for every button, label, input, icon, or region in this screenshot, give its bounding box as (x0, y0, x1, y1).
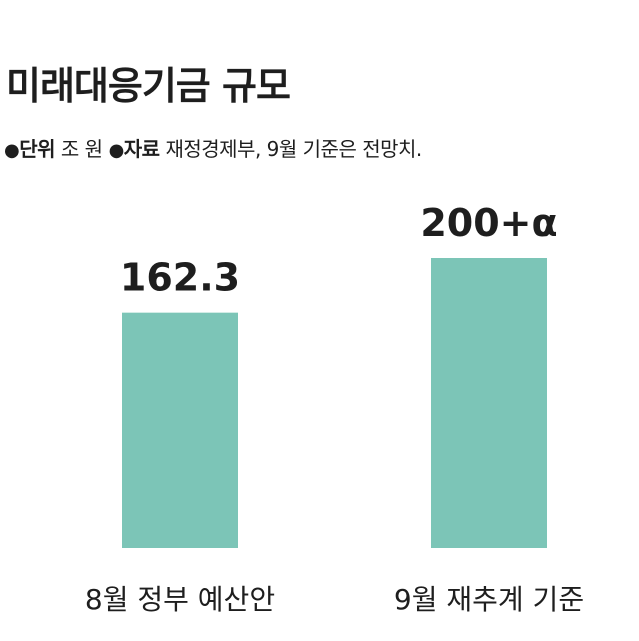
bar-1 (122, 312, 238, 548)
data-label-1: 162.3 (120, 256, 240, 300)
bullet-icon: ● (108, 140, 125, 161)
category-label-1: 8월 정부 예산안 (85, 583, 275, 616)
unit-value: 조 원 (60, 137, 103, 161)
chart-meta: ●단위 조 원 ●자료 재정경제부, 9월 기준은 전망치. (4, 137, 422, 162)
source-key: 자료 (123, 137, 160, 161)
data-label-2: 200+α (420, 201, 557, 245)
unit-key: 단위 (19, 137, 56, 161)
bullet-icon: ● (4, 140, 20, 161)
source-value: 재정경제부, 9월 기준은 전망치. (165, 137, 422, 161)
bar-2 (431, 258, 547, 548)
category-label-2: 9월 재추계 기준 (394, 583, 584, 616)
chart-title: 미래대응기금 규모 (6, 64, 291, 108)
